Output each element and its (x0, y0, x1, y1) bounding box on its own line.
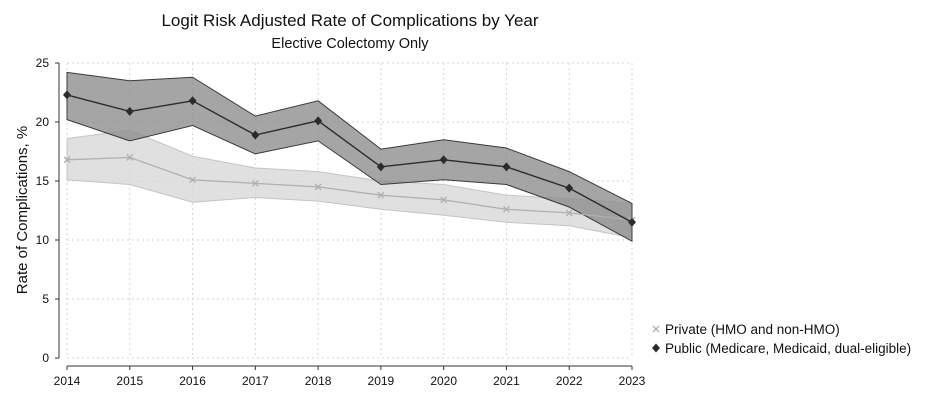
x-tick-label: 2021 (493, 374, 520, 388)
legend-label-0: Private (HMO and non-HMO) (665, 322, 840, 337)
legend-label-1: Public (Medicare, Medicaid, dual-eligibl… (665, 341, 911, 356)
x-tick-label: 2017 (242, 374, 269, 388)
marker-stroke (314, 183, 322, 191)
marker-stroke (652, 325, 660, 333)
x-tick-label: 2018 (305, 374, 332, 388)
x-tick-label: 2023 (619, 374, 646, 388)
marker-stroke (377, 191, 385, 199)
y-tick-label: 5 (42, 292, 49, 306)
data-point-public (628, 217, 636, 227)
marker-stroke (126, 153, 134, 161)
data-point-public (565, 183, 574, 193)
data-point-private (440, 196, 448, 204)
marker-stroke (251, 179, 259, 187)
marker-stroke (189, 176, 197, 184)
data-point-public (439, 155, 448, 165)
x-tick-label: 2019 (368, 374, 395, 388)
legend-marker-private (652, 325, 660, 333)
confidence-band-1 (66, 71, 633, 243)
data-point-public (376, 162, 385, 172)
data-point-private (126, 153, 134, 161)
legend: Private (HMO and non-HMO) Public (Medicar… (652, 322, 911, 356)
data-point-private (189, 176, 197, 184)
x-tick-label: 2016 (179, 374, 206, 388)
series-markers (63, 90, 636, 227)
series-line-0 (66, 156, 633, 221)
marker-stroke (502, 205, 510, 213)
data-point-private (565, 209, 573, 217)
marker-stroke (565, 209, 573, 217)
data-point-public (502, 162, 511, 172)
legend-marker-public (652, 343, 660, 353)
data-point-private (377, 191, 385, 199)
data-point-private (63, 156, 71, 164)
confidence-bands (66, 71, 633, 243)
chart-subtitle: Elective Colectomy Only (271, 36, 429, 52)
y-tick-label: 0 (42, 351, 49, 365)
x-tick-label: 2015 (116, 374, 143, 388)
series-line-1 (66, 94, 633, 223)
series-lines (66, 94, 633, 223)
marker-stroke (63, 156, 71, 164)
data-point-private (314, 183, 322, 191)
x-tick-label: 2020 (430, 374, 457, 388)
chart-title: Logit Risk Adjusted Rate of Complication… (161, 11, 538, 30)
data-point-public (125, 106, 134, 116)
data-point-public (188, 96, 197, 106)
data-point-public (314, 116, 323, 126)
data-point-private (251, 179, 259, 187)
data-point-private (502, 205, 510, 213)
y-tick-label: 15 (36, 174, 50, 188)
x-tick-label: 2022 (556, 374, 583, 388)
data-point-public (63, 90, 71, 100)
y-axis-label: Rate of Complications, % (14, 126, 31, 294)
y-tick-label: 25 (36, 56, 50, 70)
y-tick-label: 10 (36, 233, 50, 247)
axes: 0 5 10 15 20 25 2014 2015 2016 2017 2018 2019 2020 20… (36, 56, 646, 388)
x-tick-label: 2014 (54, 374, 81, 388)
y-tick-label: 20 (36, 115, 50, 129)
data-point-public (251, 130, 260, 140)
marker-stroke (440, 196, 448, 204)
